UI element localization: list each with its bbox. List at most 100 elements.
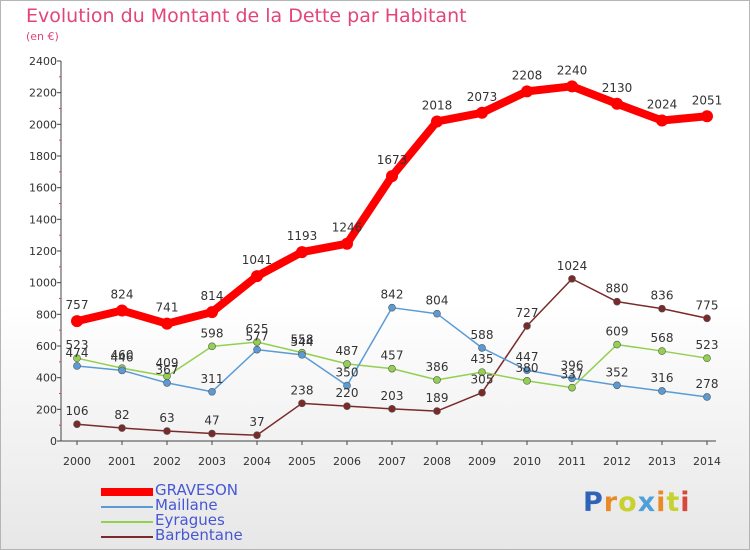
- data-label: 47: [204, 414, 219, 428]
- data-point: [343, 402, 351, 410]
- data-label: 446: [111, 350, 134, 364]
- data-label: 63: [159, 411, 174, 425]
- x-tick-label: 2008: [423, 455, 451, 468]
- data-point: [566, 80, 578, 93]
- data-point: [658, 347, 666, 355]
- data-point: [73, 354, 81, 362]
- data-point: [658, 304, 666, 313]
- data-point: [206, 306, 218, 319]
- data-label: 460: [111, 348, 134, 362]
- data-label: 2130: [602, 81, 633, 95]
- data-point: [476, 106, 488, 119]
- legend-swatch: [101, 521, 153, 523]
- x-tick-label: 2010: [513, 455, 541, 468]
- legend-swatch: [101, 506, 153, 508]
- x-tick-label: 2001: [108, 455, 136, 468]
- data-point: [613, 381, 621, 390]
- data-point: [611, 97, 623, 110]
- data-point: [431, 115, 443, 128]
- data-label: 474: [66, 346, 89, 360]
- logo-letter: P: [583, 487, 604, 518]
- data-point: [343, 360, 351, 368]
- x-tick-label: 2014: [693, 455, 721, 468]
- data-label: 757: [66, 298, 89, 312]
- data-point: [343, 381, 351, 390]
- y-tick-label: 0: [50, 435, 57, 448]
- y-tick-label: 1200: [29, 245, 57, 258]
- data-label: 380: [516, 361, 539, 375]
- data-label: 523: [66, 338, 89, 352]
- y-tick-label: 800: [36, 308, 57, 321]
- data-label: 588: [471, 328, 494, 342]
- data-label: 447: [516, 350, 539, 364]
- data-point: [703, 314, 711, 323]
- data-point: [163, 427, 171, 435]
- data-point: [568, 383, 576, 392]
- data-label: 396: [561, 358, 584, 372]
- data-point: [521, 85, 533, 98]
- data-point: [253, 345, 261, 354]
- data-point: [71, 315, 83, 328]
- x-tick-label: 2012: [603, 455, 631, 468]
- data-label: 316: [651, 371, 674, 385]
- data-label: 435: [471, 352, 494, 366]
- logo-letter: t: [666, 487, 681, 518]
- logo-letter: o: [618, 487, 638, 518]
- x-tick-label: 2009: [468, 455, 496, 468]
- data-label: 189: [426, 391, 449, 405]
- data-point: [253, 338, 261, 346]
- data-label: 2240: [557, 63, 588, 77]
- data-label: 1193: [287, 229, 318, 243]
- data-point: [703, 393, 711, 401]
- data-point: [433, 309, 441, 318]
- data-point: [161, 317, 173, 330]
- data-point: [478, 344, 486, 352]
- data-label: 842: [381, 288, 404, 302]
- data-label: 311: [201, 372, 224, 386]
- data-point: [613, 340, 621, 349]
- data-label: 409: [156, 356, 179, 370]
- data-label: 625: [246, 322, 269, 336]
- y-tick-label: 2400: [29, 55, 57, 68]
- data-label: 305: [471, 373, 494, 387]
- proxiti-logo: Proxiti: [583, 487, 691, 518]
- data-point: [433, 376, 441, 384]
- data-point: [341, 237, 353, 250]
- data-label: 558: [291, 333, 314, 347]
- data-point: [656, 114, 668, 127]
- data-point: [298, 351, 306, 359]
- y-tick-label: 2000: [29, 118, 57, 131]
- data-label: 278: [696, 377, 719, 391]
- y-tick-label: 1600: [29, 182, 57, 195]
- legend-label: Barbentane: [155, 526, 243, 544]
- data-point: [118, 366, 126, 375]
- data-point: [568, 275, 576, 283]
- data-label: 544: [291, 335, 314, 349]
- y-tick-label: 1800: [29, 150, 57, 163]
- data-point: [658, 387, 666, 395]
- data-point: [523, 322, 531, 330]
- chart-title: Evolution du Montant de la Dette par Hab…: [26, 5, 467, 27]
- data-label: 741: [156, 301, 179, 315]
- data-label: 367: [156, 363, 179, 377]
- x-tick-label: 2006: [333, 455, 361, 468]
- data-label: 386: [426, 360, 449, 374]
- data-point: [253, 431, 261, 439]
- data-label: 238: [291, 383, 314, 397]
- y-tick-label: 400: [36, 372, 57, 385]
- data-point: [523, 377, 531, 385]
- data-label: 337: [561, 368, 584, 382]
- data-label: 457: [381, 349, 404, 363]
- y-tick-label: 600: [36, 340, 57, 353]
- logo-letter: i: [680, 487, 691, 518]
- data-label: 814: [201, 289, 224, 303]
- data-point: [296, 246, 308, 259]
- data-point: [478, 368, 486, 376]
- data-label: 2024: [647, 98, 678, 112]
- data-label: 106: [66, 404, 89, 418]
- data-label: 609: [606, 325, 629, 339]
- data-label: 2208: [512, 68, 543, 82]
- data-point: [208, 387, 216, 396]
- data-label: 203: [381, 389, 404, 403]
